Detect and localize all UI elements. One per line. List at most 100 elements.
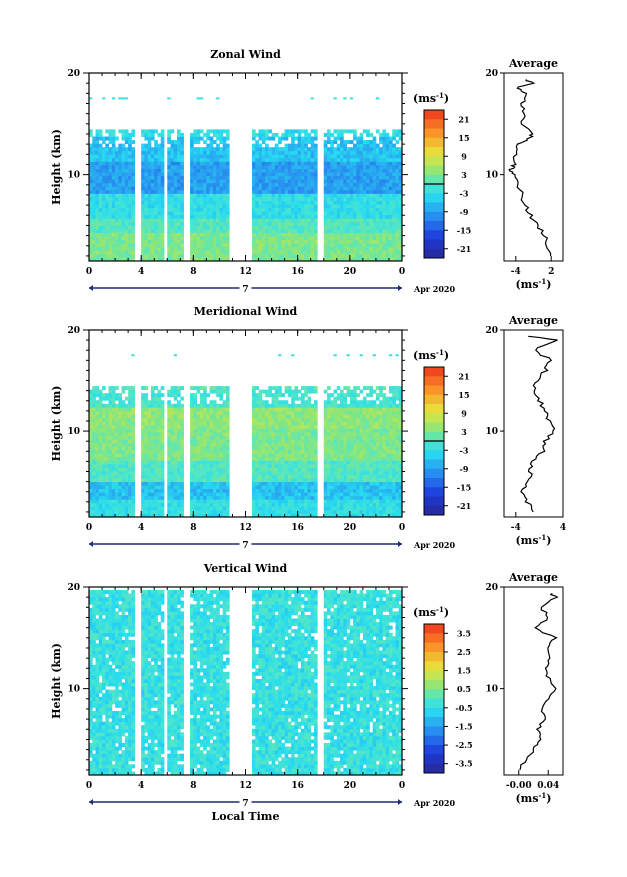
heatmap-cell bbox=[148, 446, 152, 450]
heatmap-cell bbox=[386, 179, 390, 183]
heatmap-cell bbox=[291, 147, 295, 151]
heatmap-cell bbox=[281, 243, 285, 247]
heatmap-cell bbox=[197, 482, 201, 486]
heatmap-cell bbox=[347, 186, 351, 190]
heatmap-cell bbox=[171, 129, 175, 133]
heatmap-cell bbox=[161, 193, 165, 197]
heatmap-cell bbox=[122, 97, 125, 99]
heatmap-cell bbox=[112, 475, 116, 479]
heatmap-cell bbox=[102, 499, 106, 503]
heatmap-cell bbox=[154, 172, 158, 176]
heatmap-cell bbox=[180, 425, 184, 429]
heatmap-cell bbox=[141, 475, 145, 479]
heatmap-cell bbox=[180, 140, 184, 144]
heatmap-cell bbox=[128, 432, 132, 436]
heatmap-cell bbox=[278, 176, 282, 180]
heatmap-cell bbox=[223, 425, 227, 429]
heatmap-cell bbox=[311, 151, 315, 155]
heatmap-cell bbox=[206, 475, 210, 479]
heatmap-cell bbox=[122, 404, 126, 408]
heatmap-cell bbox=[265, 218, 269, 222]
heatmap-cell bbox=[281, 411, 285, 415]
heatmap-cell bbox=[128, 229, 132, 233]
heatmap-cell bbox=[122, 250, 126, 254]
heatmap-cell bbox=[350, 240, 354, 244]
heatmap-cell bbox=[382, 247, 386, 251]
heatmap-cell bbox=[265, 478, 269, 482]
heatmap-cell bbox=[206, 457, 210, 461]
heatmap-cell bbox=[203, 457, 207, 461]
heatmap-cell bbox=[157, 439, 161, 443]
heatmap-cell bbox=[252, 421, 256, 425]
heatmap-cell bbox=[141, 144, 145, 148]
heatmap-cell bbox=[334, 186, 338, 190]
heatmap-cell bbox=[213, 443, 217, 447]
heatmap-cell bbox=[115, 165, 119, 169]
heatmap-cell bbox=[285, 496, 289, 500]
heatmap-cell bbox=[337, 204, 341, 208]
heatmap-cell bbox=[307, 201, 311, 205]
heatmap-cell bbox=[291, 485, 295, 489]
heatmap-cell bbox=[157, 485, 161, 489]
heatmap-cell bbox=[252, 186, 256, 190]
heatmap-cell bbox=[157, 478, 161, 482]
heatmap-cell bbox=[347, 172, 351, 176]
heatmap-cell bbox=[275, 147, 279, 151]
heatmap-cell bbox=[99, 400, 103, 404]
heatmap-cell bbox=[262, 240, 266, 244]
heatmap-cell bbox=[161, 176, 165, 180]
heatmap-cell bbox=[268, 450, 272, 454]
heatmap-cell bbox=[112, 429, 116, 433]
heatmap-cell bbox=[226, 183, 230, 187]
heatmap-cell bbox=[131, 429, 135, 433]
heatmap-cell bbox=[109, 478, 113, 482]
heatmap-cell bbox=[177, 144, 181, 148]
heatmap-cell bbox=[206, 492, 210, 496]
heatmap-cell bbox=[356, 222, 360, 226]
heatmap-cell bbox=[307, 154, 311, 158]
heatmap-cell bbox=[122, 453, 126, 457]
heatmap-cell bbox=[203, 467, 207, 471]
heatmap-cell bbox=[376, 151, 380, 155]
heatmap-cell bbox=[161, 446, 165, 450]
heatmap-cell bbox=[190, 222, 194, 226]
heatmap-cell bbox=[203, 506, 207, 510]
heatmap-cell bbox=[213, 457, 217, 461]
heatmap-cell bbox=[213, 179, 217, 183]
heatmap-cell bbox=[193, 225, 197, 229]
heatmap-cell bbox=[115, 425, 119, 429]
heatmap-cell bbox=[96, 250, 100, 254]
heatmap-cell bbox=[330, 176, 334, 180]
heatmap-cell bbox=[392, 179, 396, 183]
heatmap-cell bbox=[144, 186, 148, 190]
colorbar-tick-label: -3 bbox=[460, 188, 469, 198]
heatmap-cell bbox=[285, 492, 289, 496]
heatmap-cell bbox=[96, 436, 100, 440]
heatmap-cell bbox=[128, 172, 132, 176]
heatmap-cell bbox=[112, 436, 116, 440]
heatmap-cell bbox=[252, 161, 256, 165]
heatmap-cell bbox=[291, 432, 295, 436]
heatmap-cell bbox=[200, 197, 204, 201]
heatmap-cell bbox=[203, 147, 207, 151]
heatmap-cell bbox=[379, 169, 383, 173]
heatmap-cell bbox=[171, 225, 175, 229]
heatmap-cell bbox=[219, 197, 223, 201]
heatmap-cell bbox=[353, 183, 357, 187]
heatmap-cell bbox=[275, 211, 279, 215]
heatmap-cell bbox=[373, 208, 377, 212]
heatmap-cell bbox=[171, 169, 175, 173]
heatmap-cell bbox=[112, 211, 116, 215]
heatmap-cell bbox=[125, 432, 129, 436]
heatmap-cell bbox=[291, 137, 295, 141]
heatmap-cell bbox=[171, 201, 175, 205]
heatmap-cell bbox=[288, 208, 292, 212]
heatmap-cell bbox=[369, 204, 373, 208]
heatmap-cell bbox=[219, 236, 223, 240]
heatmap-cell bbox=[157, 183, 161, 187]
heatmap-cell bbox=[275, 161, 279, 165]
heatmap-cell bbox=[96, 129, 100, 133]
heatmap-cell bbox=[109, 151, 113, 155]
heatmap-cell bbox=[369, 158, 373, 162]
heatmap-cell bbox=[324, 158, 328, 162]
